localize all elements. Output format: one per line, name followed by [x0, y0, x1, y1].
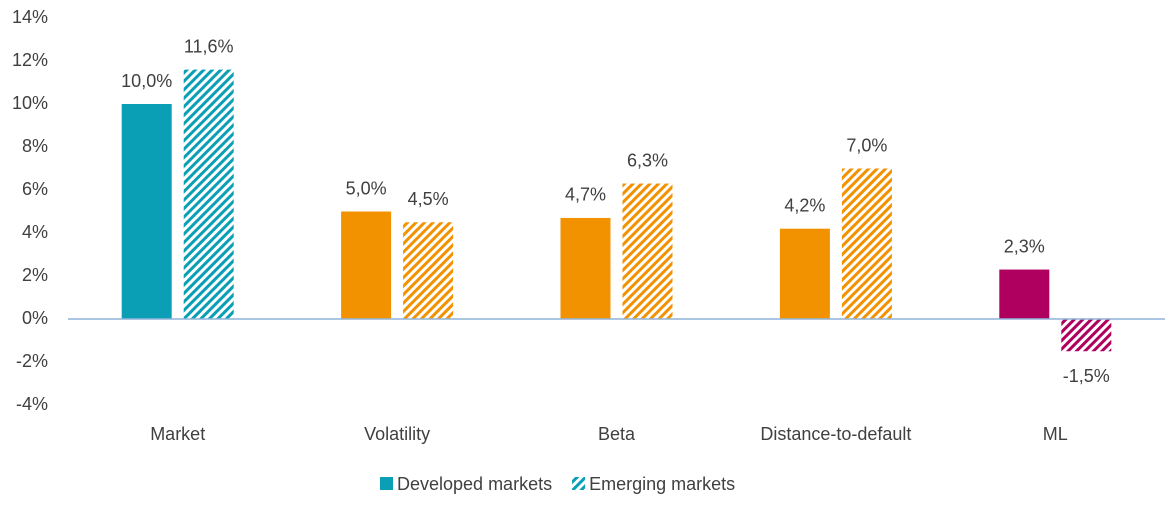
bar: [183, 69, 234, 319]
bar: [779, 228, 830, 319]
value-label: 5,0%: [346, 178, 387, 198]
bar: [341, 211, 392, 319]
value-label: 4,5%: [408, 189, 449, 209]
y-tick-label: -4%: [16, 394, 48, 414]
y-tick-label: 12%: [12, 50, 48, 70]
x-tick-label: Volatility: [364, 424, 430, 444]
legend-swatch: [572, 477, 586, 490]
y-tick-label: -2%: [16, 351, 48, 371]
y-tick-label: 2%: [22, 265, 48, 285]
x-tick-label: Market: [150, 424, 205, 444]
value-label: 6,3%: [627, 150, 668, 170]
legend-label: Emerging markets: [589, 474, 735, 494]
x-tick-label: ML: [1043, 424, 1068, 444]
bar: [560, 217, 611, 319]
y-tick-label: 8%: [22, 136, 48, 156]
legend-swatch: [380, 477, 393, 490]
value-label: 2,3%: [1004, 236, 1045, 256]
bar: [121, 104, 172, 319]
legend-label: Developed markets: [397, 474, 552, 494]
bar: [1061, 319, 1112, 352]
value-label: 7,0%: [846, 135, 887, 155]
legend: Developed markets Emerging markets: [380, 474, 735, 494]
bar: [622, 183, 673, 319]
value-label: -1,5%: [1063, 366, 1110, 386]
bar: [999, 269, 1050, 319]
x-tick-label: Beta: [598, 424, 636, 444]
bar: [841, 168, 892, 319]
value-label: 11,6%: [184, 36, 234, 56]
value-label: 4,7%: [565, 185, 606, 205]
y-tick-label: 6%: [22, 179, 48, 199]
bar: [403, 222, 454, 319]
y-tick-label: 10%: [12, 93, 48, 113]
x-tick-label: Distance-to-default: [760, 424, 911, 444]
y-tick-label: 14%: [12, 7, 48, 27]
value-label: 10,0%: [121, 71, 172, 91]
value-label: 4,2%: [784, 195, 825, 215]
y-tick-label: 0%: [22, 308, 48, 328]
y-tick-label: 4%: [22, 222, 48, 242]
